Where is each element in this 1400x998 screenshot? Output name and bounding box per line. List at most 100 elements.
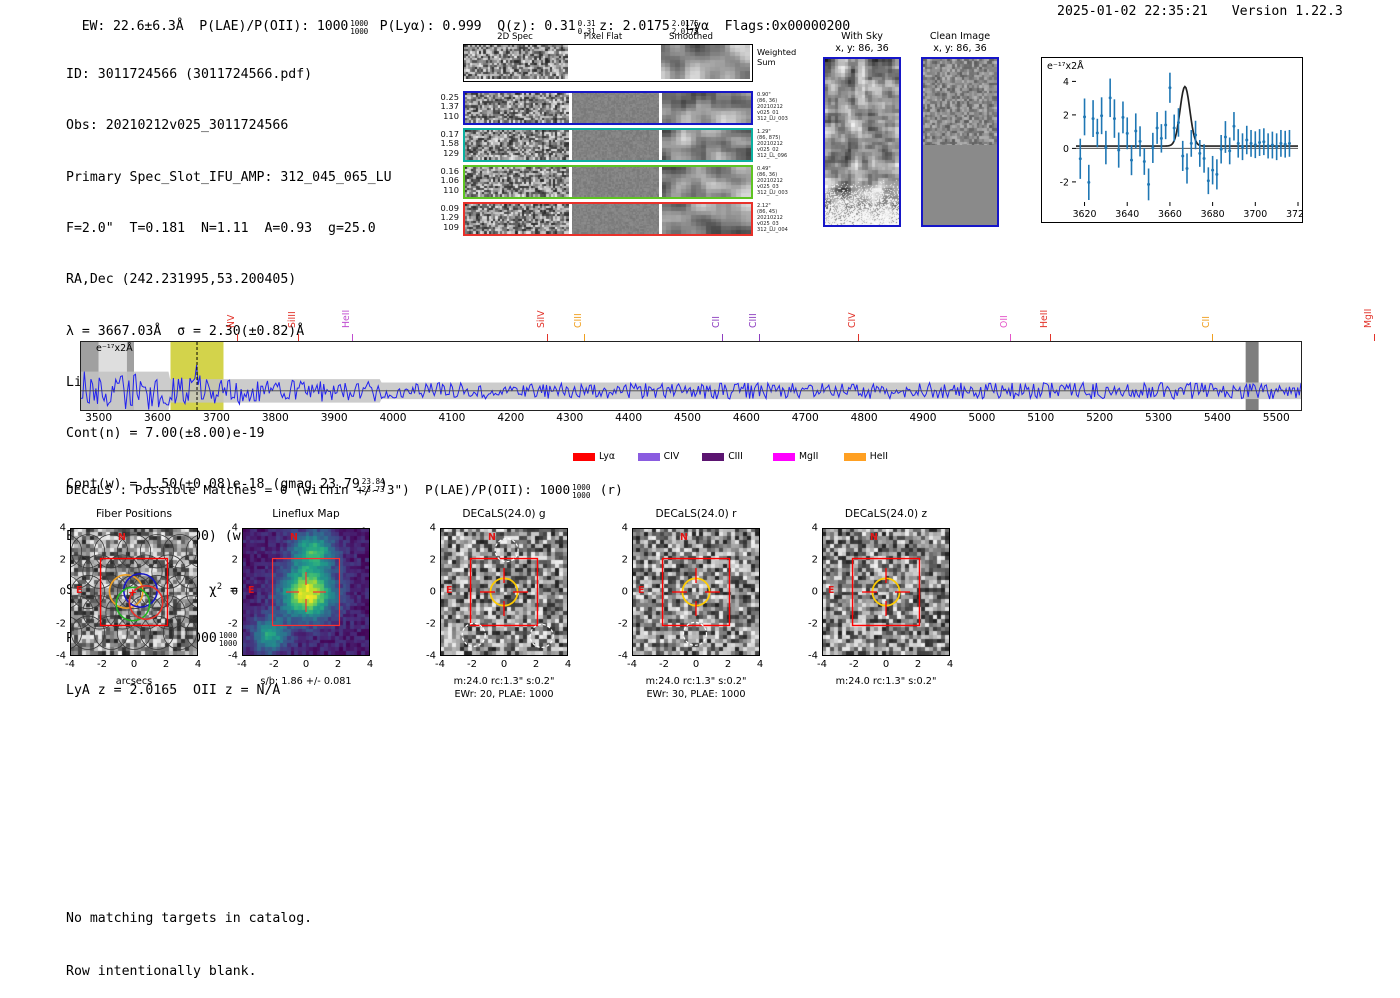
cutout-xtick: 2 <box>914 659 922 670</box>
spec2d-cell <box>662 130 751 160</box>
cutout-ytick: 4 <box>621 522 628 534</box>
compass-north: N <box>680 532 688 543</box>
data-point <box>1078 157 1082 161</box>
compass-north: N <box>118 532 126 543</box>
neighbor-circle <box>461 622 486 647</box>
spectrum-legend: Lyα CIV CIII MgII HeII <box>0 450 1400 464</box>
fiber-circle <box>71 534 106 569</box>
info-id: ID: 3011724566 (3011724566.pdf) <box>66 67 313 83</box>
emission-line-label: NV <box>226 314 238 328</box>
legend-swatch <box>843 452 866 461</box>
spec2d-panel: 2D Spec Pixel Flat Smoothed Weighted Sum 0.25… <box>425 32 796 246</box>
cutout-title: Fiber Positions <box>96 508 172 520</box>
cutout-image[interactable] <box>822 528 950 656</box>
cutout-ytick: 0 <box>231 586 238 598</box>
spec2d-cell <box>572 130 659 160</box>
fiber-circle <box>71 554 94 589</box>
emission-line-label: CII <box>710 316 722 328</box>
spectrum-xtick: 5400 <box>1203 412 1231 424</box>
highlighted-fiber-circle <box>128 584 164 620</box>
info-obs: Obs: 20210212v025_3011724566 <box>66 118 289 134</box>
spectrum-xtick: 3800 <box>261 412 289 424</box>
compass-east: E <box>446 585 453 596</box>
header-redshift: z: 2.0175 <box>599 19 670 34</box>
emission-line-tick <box>1374 334 1375 341</box>
neighbor-circle <box>682 621 708 646</box>
gaussian-fit-curve <box>1076 85 1298 147</box>
header-ew: EW: 22.6±6.3Å <box>81 19 184 34</box>
clean-image-flat-region <box>923 145 997 225</box>
sky-pixels <box>823 529 949 655</box>
spectrum-svg: 024 <box>81 342 1301 410</box>
header-version: Version 1.22.3 <box>1231 4 1343 19</box>
spec2d-row-note: 0.90" (86, 36) 20210212 v025_01 312_LU_003 <box>757 92 788 123</box>
data-point <box>1138 139 1142 143</box>
with-sky-title: With Sky x, y: 86, 36 <box>835 31 889 54</box>
footer-note: No matching targets in catalog. Row inte… <box>66 875 312 998</box>
cutout-caption-line1: m:24.0 rc:1.3" s:0.2" <box>645 676 747 687</box>
cutout-image[interactable] <box>440 528 568 656</box>
spectrum-xtick: 3900 <box>320 412 348 424</box>
cutout-xtick: -4 <box>65 659 75 670</box>
data-point <box>1087 180 1091 184</box>
cutout-ytick: 2 <box>59 554 66 566</box>
emission-line-svg: -2 0 2 4 3620 3640 3660 3680 3700 3720 <box>1060 72 1304 220</box>
spec2d-cell <box>662 167 751 197</box>
spec2d-cell <box>662 93 751 123</box>
neighbor-circle <box>494 538 519 563</box>
info-lambda: λ = 3667.03Å σ = 2.30(±0.82)Å <box>66 323 305 339</box>
legend-swatch <box>573 452 595 461</box>
highlighted-fiber-circle <box>108 573 144 609</box>
data-point <box>1134 129 1138 133</box>
data-point <box>1279 141 1283 145</box>
spectrum-xtick: 4900 <box>909 412 937 424</box>
cutout-title: DECaLS(24.0) z <box>844 508 928 520</box>
compass-north: N <box>870 532 878 543</box>
spec2d-row-values: 0.25 1.37 110 <box>440 92 459 121</box>
info-cont-w: Cont(w) = 1.50(±0.08)e-18 (gmag 23.79 23.… <box>66 477 388 494</box>
cutout-image[interactable] <box>632 528 760 656</box>
data-point <box>1185 167 1189 170</box>
cutout-image[interactable] <box>242 528 370 656</box>
data-point <box>1108 96 1112 100</box>
emission-line-tick <box>1010 334 1012 341</box>
cutout-title: DECaLS(24.0) r <box>655 508 737 520</box>
header-redshift-suffix: Lyα <box>685 19 709 34</box>
data-point <box>1223 135 1227 139</box>
spectrum-xtick: 4700 <box>791 412 819 424</box>
line-plot-ytick: 0 <box>1063 144 1069 155</box>
fiber-circle <box>139 574 175 610</box>
emission-line-label: CIII <box>748 313 760 328</box>
cutout-xtick: -4 <box>817 659 827 670</box>
spectrum-x-axis: 3500 3600 3700 3800 3900 4000 4100 4200 4300 4400… <box>0 412 1400 428</box>
cutout-xtick: 4 <box>756 659 764 670</box>
data-point <box>1181 154 1185 158</box>
data-point <box>1112 117 1116 121</box>
compass-east: E <box>638 585 645 596</box>
cutout-panel: DECaLS(24.0) z N E 4 2 0 -2 -4 -4 -2 0 2 4 m:24.0 rc:… <box>808 508 953 687</box>
emission-line-tick <box>1050 334 1052 341</box>
fiber-circle <box>162 615 197 650</box>
fiber-circle <box>128 554 163 589</box>
spec2d-row <box>463 165 753 199</box>
data-point <box>1245 138 1249 142</box>
data-point <box>1125 131 1129 135</box>
cutout-ytick: 4 <box>429 522 436 534</box>
cutout-image[interactable]: + <box>70 528 198 656</box>
cutout-overlay <box>271 557 341 627</box>
fiber-circle <box>128 595 163 630</box>
data-point <box>1104 146 1108 150</box>
line-plot-xtick: 3620 <box>1073 209 1097 220</box>
emission-line-tick <box>1211 334 1213 341</box>
line-plot-ytick: 4 <box>1063 77 1069 88</box>
cutout-xtick: 0 <box>500 659 508 670</box>
cutout-overlay: + <box>71 534 197 650</box>
cutout-xtick: -4 <box>237 659 247 670</box>
cutout-caption: arcsecs <box>70 675 198 688</box>
legend-label: CIV <box>663 451 680 462</box>
fiber-circle <box>71 576 83 608</box>
data-point <box>1232 124 1236 128</box>
fiber-circle <box>82 554 117 589</box>
data-point <box>1172 126 1176 130</box>
cutout-xtick: 2 <box>334 659 342 670</box>
